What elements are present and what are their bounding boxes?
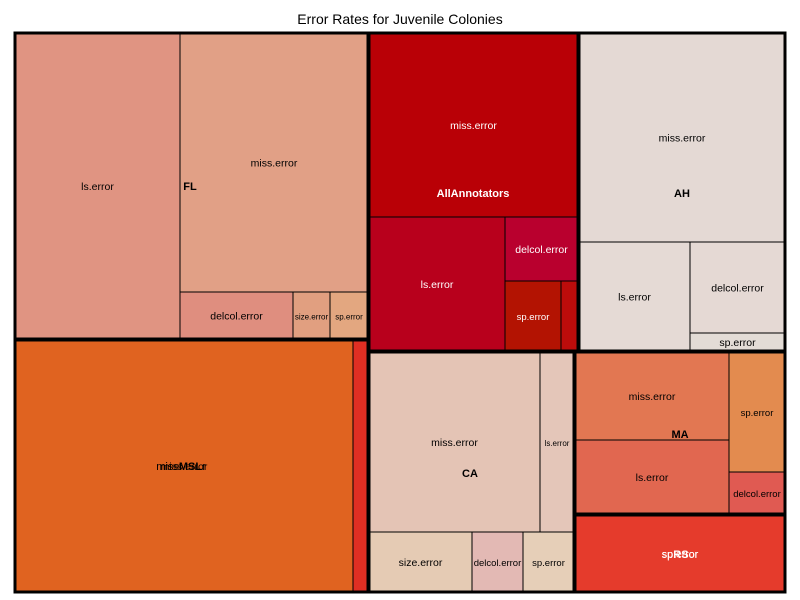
cell-label: ls.error bbox=[636, 472, 669, 484]
cell-label: delcol.error bbox=[210, 311, 263, 323]
treemap-cell bbox=[539, 351, 575, 533]
cell-label: miss.error bbox=[450, 120, 497, 132]
cell-label: sp.error bbox=[532, 558, 565, 569]
cell-label: ls.error bbox=[421, 279, 454, 291]
treemap-cell bbox=[368, 351, 541, 533]
treemap-cell bbox=[368, 531, 473, 593]
treemap-cell bbox=[504, 280, 562, 352]
group-ah: miss.error ls.error delcol.error sp.error AH bbox=[577, 31, 787, 353]
cell-label: ls.error bbox=[545, 439, 570, 448]
treemap-cell bbox=[368, 216, 506, 352]
cell-label: miss.error bbox=[251, 158, 298, 170]
treemap-cell bbox=[471, 531, 524, 593]
treemap-cell bbox=[352, 339, 369, 593]
group-label: spRSor bbox=[662, 549, 699, 561]
treemap-cell bbox=[504, 216, 579, 282]
cell-label: size.error bbox=[295, 313, 329, 322]
group-label: CA bbox=[462, 468, 478, 480]
group-ma: miss.error sp.error ls.error delcol.error MA bbox=[573, 350, 787, 516]
group-border bbox=[573, 513, 787, 594]
cell-label: miss.error bbox=[161, 461, 208, 473]
cell-label: miss.error bbox=[629, 391, 676, 403]
treemap-cell bbox=[574, 514, 786, 593]
treemap-cell bbox=[560, 280, 579, 352]
group-fl: ls.error miss.error delcol.error size.error… bbox=[13, 31, 370, 341]
cell-label: miss.error bbox=[431, 437, 478, 449]
group-allannotators: miss.error ls.error delcol.error sp.error Al… bbox=[367, 31, 580, 353]
cell-label: delcol.error bbox=[711, 283, 764, 295]
group-ca: miss.error ls.error size.error delcol.error… bbox=[367, 350, 576, 594]
cell-label: sp.error bbox=[517, 312, 550, 323]
group-label: missMSLr bbox=[156, 461, 206, 473]
cell-label: sp.error bbox=[741, 408, 774, 419]
cell-label: ls.error bbox=[81, 181, 114, 193]
treemap-cell bbox=[689, 241, 786, 334]
treemap-cell bbox=[728, 351, 786, 473]
cell-label: delcol.error bbox=[474, 558, 522, 569]
chart-title: Error Rates for Juvenile Colonies bbox=[297, 11, 503, 27]
treemap-cell bbox=[368, 32, 579, 218]
cell-label: size.error bbox=[399, 557, 443, 569]
treemap-cell bbox=[179, 32, 369, 293]
treemap-cell bbox=[578, 241, 691, 352]
cell-label: sp.error bbox=[719, 337, 756, 349]
group-label: MA bbox=[671, 429, 688, 441]
treemap-cell bbox=[14, 339, 354, 593]
group-label: AllAnnotators bbox=[437, 188, 510, 200]
cell-label: ls.error bbox=[618, 292, 651, 304]
cell-label: sp.error bbox=[662, 549, 699, 561]
cell-label: delcol.error bbox=[515, 244, 568, 256]
group-label: FL bbox=[183, 181, 197, 193]
group-label: AH bbox=[674, 188, 690, 200]
cell-label: sp.error bbox=[335, 313, 363, 322]
cell-label: delcol.error bbox=[733, 489, 781, 500]
cell-label: miss.error bbox=[659, 133, 706, 145]
